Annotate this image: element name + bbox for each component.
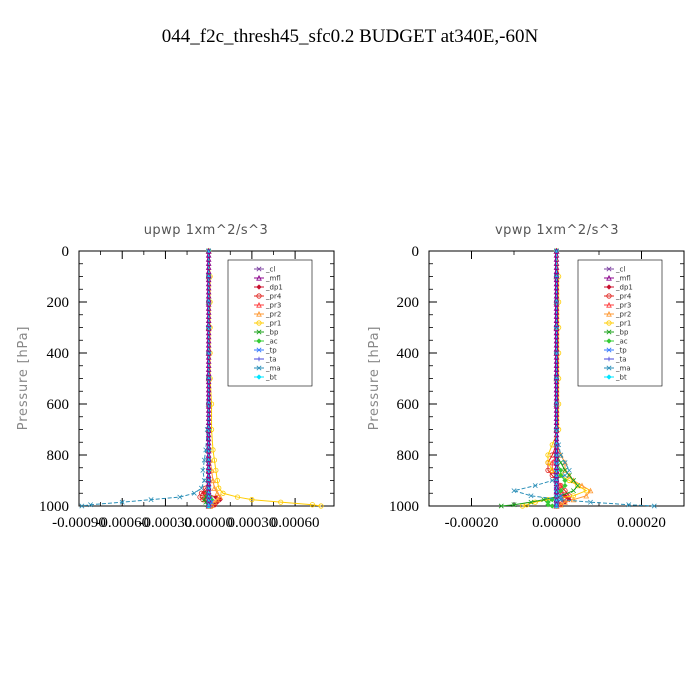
legend-label: _bp — [265, 329, 279, 337]
y-tick-label: 0 — [62, 244, 70, 260]
figure-title: 044_f2c_thresh45_sfc0.2 BUDGET at340E,-6… — [162, 26, 539, 47]
legend-item: _pr2 — [604, 311, 631, 319]
zero-line-markers — [205, 247, 212, 507]
legend-label: _pr2 — [615, 311, 631, 319]
legend-item: _dp1 — [254, 284, 283, 292]
legend-label: _pr2 — [265, 311, 281, 319]
legend-label: _dp1 — [615, 284, 633, 292]
panel-title: upwp 1xm^2/s^3 — [144, 223, 269, 238]
legend-box — [577, 259, 663, 387]
legend-item: _pr4 — [254, 293, 282, 301]
legend-label: _pr4 — [265, 293, 282, 301]
y-tick-label: 400 — [397, 346, 420, 362]
y-axis-label: Pressure [hPa] — [367, 326, 382, 430]
y-tick-label: 600 — [47, 397, 70, 413]
legend-label: _ta — [265, 356, 277, 364]
y-tick-label: 0 — [412, 244, 420, 260]
vpwp-panel: vpwp 1xm^2/s^3 Pressure [hPa] 0 200 400 600… — [367, 223, 685, 531]
y-tick-label: 200 — [397, 295, 420, 311]
y-tick-label: 1000 — [389, 499, 419, 515]
legend: _cl_mfl_dp1_pr4_pr3_pr2_pr1_bp_ac_tp_ta_… — [227, 259, 313, 387]
legend-item: _mfl — [254, 275, 281, 283]
legend-item: _pr3 — [254, 302, 281, 310]
legend-item: _ta — [254, 356, 277, 364]
legend: _cl_mfl_dp1_pr4_pr3_pr2_pr1_bp_ac_tp_ta_… — [577, 259, 663, 387]
upwp-panel: upwp 1xm^2/s^3 Pressure [hPa] 0 200 400 600… — [16, 223, 335, 531]
legend-label: _pr1 — [615, 320, 631, 328]
legend-label: _tp — [615, 347, 627, 355]
legend-item: _pr1 — [604, 320, 631, 328]
x-tick-label: -0.00030 — [139, 515, 193, 531]
legend-label: _mfl — [615, 275, 631, 283]
y-axis-label: Pressure [hPa] — [16, 326, 31, 430]
x-tick-label: -0.00060 — [95, 515, 149, 531]
legend-label: _bt — [615, 374, 627, 382]
legend-item: _bp — [604, 329, 629, 337]
legend-label: _ma — [265, 365, 281, 373]
y-tick-label: 200 — [47, 295, 70, 311]
legend-item: _pr1 — [254, 320, 281, 328]
x-tick-label: 0.00000 — [532, 515, 581, 531]
legend-item: _pr4 — [604, 293, 632, 301]
legend-label: _pr3 — [265, 302, 281, 310]
legend-label: _mfl — [265, 275, 281, 283]
legend-label: _cl — [265, 266, 275, 274]
x-tick-label: -0.00090 — [52, 515, 106, 531]
legend-item: _bt — [604, 374, 627, 382]
legend-label: _pr3 — [615, 302, 631, 310]
legend-item: _ac — [254, 338, 278, 346]
y-tick-label: 800 — [47, 448, 70, 464]
plot-ticks: 0 200 400 600 800 1000 -0.00020 0.00000 0.00020 — [389, 244, 684, 531]
y-tick-label: 800 — [397, 448, 420, 464]
legend-item: _bp — [254, 329, 279, 337]
legend-item: _cl — [604, 266, 625, 274]
y-tick-label: 600 — [397, 397, 420, 413]
legend-label: _ac — [615, 338, 628, 346]
legend-box — [227, 259, 313, 387]
zero-line-markers — [553, 247, 560, 507]
legend-item: _pr3 — [604, 302, 631, 310]
legend-item: _tp — [254, 347, 277, 355]
legend-label: _pr4 — [615, 293, 632, 301]
legend-item: _ma — [254, 365, 281, 373]
panel-title: vpwp 1xm^2/s^3 — [495, 223, 619, 238]
legend-item: _tp — [604, 347, 627, 355]
legend-label: _pr1 — [265, 320, 281, 328]
x-tick-label: 0.00060 — [271, 515, 320, 531]
x-tick-label: -0.00020 — [445, 515, 499, 531]
series-line — [81, 251, 210, 507]
legend-item: _ta — [604, 356, 627, 364]
y-tick-label: 400 — [47, 346, 70, 362]
legend-label: _tp — [265, 347, 277, 355]
series-lines — [79, 247, 324, 509]
x-tick-label: 0.00000 — [184, 515, 233, 531]
series-lines — [498, 247, 657, 509]
series-line — [501, 251, 579, 507]
plot-ticks: 0 200 400 600 800 1000-0.00090-0.00060-0.0003… — [39, 244, 334, 531]
legend-item: _mfl — [604, 275, 631, 283]
legend-item: _bt — [254, 374, 277, 382]
legend-item: _pr2 — [254, 311, 281, 319]
legend-label: _cl — [615, 266, 625, 274]
legend-label: _bt — [265, 374, 277, 382]
legend-item: _dp1 — [604, 284, 633, 292]
legend-label: _dp1 — [265, 284, 283, 292]
legend-label: _ta — [615, 356, 627, 364]
x-tick-label: 0.00030 — [228, 515, 277, 531]
legend-item: _ma — [604, 365, 631, 373]
series-ma — [79, 248, 212, 509]
legend-item: _ac — [604, 338, 628, 346]
y-tick-label: 1000 — [39, 499, 69, 515]
legend-label: _ma — [615, 365, 631, 373]
x-tick-label: 0.00020 — [617, 515, 666, 531]
legend-item: _cl — [254, 266, 275, 274]
legend-label: _ac — [265, 338, 278, 346]
legend-label: _bp — [615, 329, 629, 337]
